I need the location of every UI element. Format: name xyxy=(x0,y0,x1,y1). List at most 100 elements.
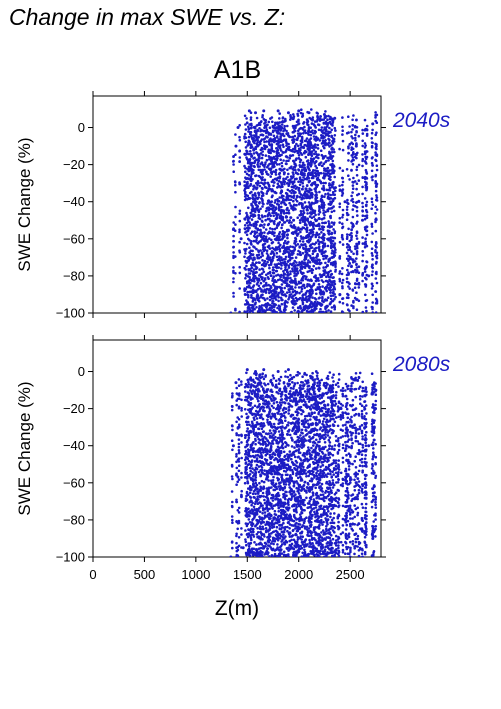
data-point xyxy=(249,116,253,119)
data-point xyxy=(234,272,237,275)
data-point xyxy=(284,265,287,269)
data-point xyxy=(261,504,264,507)
data-point xyxy=(333,307,337,311)
data-point xyxy=(370,161,374,165)
data-point xyxy=(246,229,250,232)
data-point xyxy=(238,135,241,139)
data-point xyxy=(278,221,282,224)
data-point xyxy=(263,137,267,140)
data-point xyxy=(365,155,369,159)
data-point xyxy=(243,218,247,221)
data-point xyxy=(247,518,251,521)
data-point xyxy=(297,263,301,267)
data-point xyxy=(296,136,300,140)
data-point xyxy=(328,237,332,241)
data-point xyxy=(240,441,243,444)
data-point xyxy=(295,200,299,203)
data-point xyxy=(247,420,250,424)
data-point xyxy=(300,135,304,139)
data-point xyxy=(314,246,318,250)
data-point xyxy=(254,476,258,479)
data-point xyxy=(282,241,286,245)
data-point xyxy=(329,291,332,294)
data-point xyxy=(238,271,242,275)
data-point xyxy=(272,525,276,529)
data-point xyxy=(355,126,359,129)
data-point xyxy=(237,506,241,510)
data-point xyxy=(316,277,320,280)
data-point xyxy=(299,253,303,257)
data-point xyxy=(323,214,326,217)
data-point xyxy=(283,231,287,234)
data-point xyxy=(316,116,320,119)
data-point xyxy=(300,287,304,291)
data-point xyxy=(321,199,324,203)
data-point xyxy=(331,159,335,163)
data-point xyxy=(287,198,291,202)
data-point xyxy=(313,242,316,246)
data-point xyxy=(247,392,251,395)
data-point xyxy=(294,164,298,167)
data-point xyxy=(273,412,277,416)
data-point xyxy=(270,472,274,476)
data-point xyxy=(374,111,377,114)
data-point xyxy=(256,281,260,284)
data-point xyxy=(324,221,328,224)
data-point xyxy=(266,452,269,456)
data-point xyxy=(287,274,290,277)
data-point xyxy=(330,252,334,255)
data-point xyxy=(370,197,374,200)
data-point xyxy=(305,187,308,190)
data-point xyxy=(259,228,262,232)
data-point xyxy=(264,281,268,285)
data-point xyxy=(365,277,368,281)
data-point xyxy=(300,153,304,156)
data-point xyxy=(312,225,315,229)
data-point xyxy=(283,235,286,238)
data-point xyxy=(277,494,281,497)
data-point xyxy=(251,492,255,496)
data-point xyxy=(248,197,252,200)
data-point xyxy=(284,255,288,259)
data-point xyxy=(292,297,295,301)
data-point xyxy=(323,245,327,248)
data-point xyxy=(265,287,269,291)
data-point xyxy=(268,525,272,528)
data-point xyxy=(365,203,368,207)
data-point xyxy=(236,416,239,419)
data-point xyxy=(374,229,378,233)
data-point xyxy=(285,279,289,282)
data-point xyxy=(279,147,282,150)
data-point xyxy=(294,226,297,229)
data-point xyxy=(277,409,281,413)
data-point xyxy=(245,420,248,424)
data-point xyxy=(271,241,275,244)
data-point xyxy=(255,467,259,471)
data-point xyxy=(361,132,365,135)
data-point xyxy=(260,120,263,123)
data-point xyxy=(316,147,320,150)
data-point xyxy=(250,503,253,507)
data-point xyxy=(348,309,351,313)
data-point xyxy=(333,287,337,291)
data-point xyxy=(319,181,323,185)
data-point xyxy=(238,310,241,313)
data-point xyxy=(274,171,278,174)
data-point xyxy=(270,238,273,242)
data-point xyxy=(263,435,266,439)
data-point xyxy=(257,470,261,474)
data-point xyxy=(352,151,355,154)
data-point xyxy=(284,119,287,123)
y-tick-label: −80 xyxy=(63,268,85,283)
data-point xyxy=(301,279,305,282)
data-point xyxy=(252,428,256,431)
data-point xyxy=(298,183,302,187)
data-point xyxy=(341,302,345,305)
data-point xyxy=(299,230,302,234)
data-point xyxy=(245,242,249,246)
data-point xyxy=(257,253,261,256)
data-point xyxy=(262,495,266,498)
data-point xyxy=(276,543,279,546)
data-point xyxy=(243,241,246,245)
data-point xyxy=(282,177,285,181)
